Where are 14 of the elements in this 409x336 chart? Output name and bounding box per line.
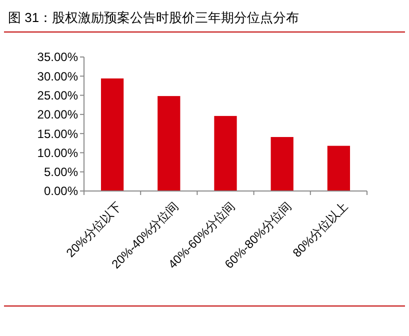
bar bbox=[214, 116, 237, 191]
y-tick-label: 5.00% bbox=[44, 165, 78, 180]
y-tick-label: 0.00% bbox=[44, 184, 78, 198]
chart-title: 图 31：股权激励预案公告时股价三年期分位点分布 bbox=[8, 10, 300, 25]
bar bbox=[158, 96, 180, 191]
y-tick-label: 25.00% bbox=[37, 88, 78, 102]
bar bbox=[327, 146, 350, 191]
bar bbox=[100, 78, 124, 191]
y-tick-label: 10.00% bbox=[37, 146, 78, 160]
bar bbox=[270, 137, 294, 191]
y-tick-label: 15.00% bbox=[37, 126, 78, 141]
y-tick-label: 30.00% bbox=[37, 69, 78, 84]
y-tick-label: 20.00% bbox=[37, 108, 78, 122]
y-tick-label: 35.00% bbox=[37, 50, 78, 64]
